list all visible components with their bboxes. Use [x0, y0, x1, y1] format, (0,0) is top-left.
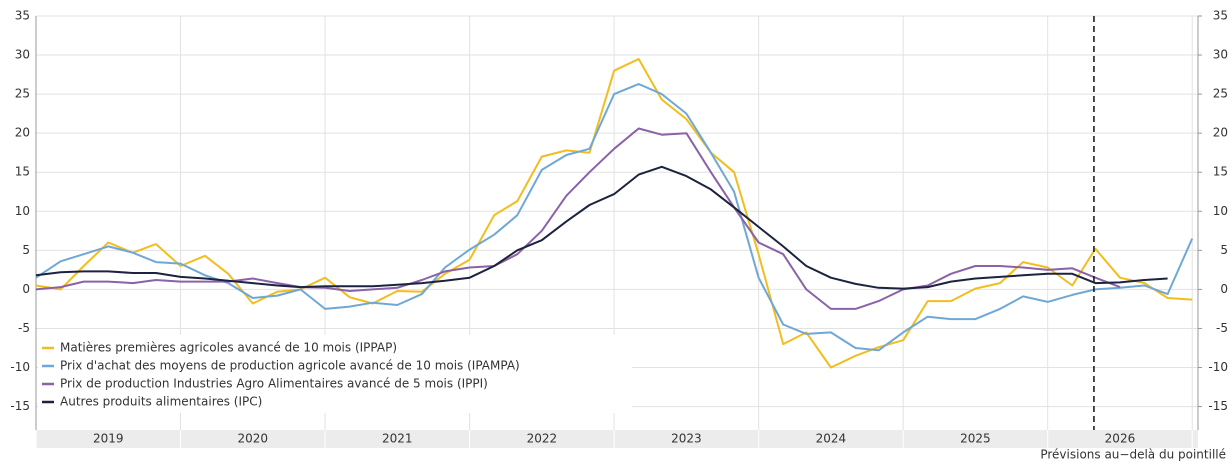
x-axis-band	[36, 430, 1198, 448]
y-tick-label: -15	[10, 399, 30, 413]
series-line	[35, 127, 1121, 310]
y2-tick-label: -15	[1208, 399, 1228, 413]
legend: Matières premières agricoles avancé de 1…	[38, 335, 632, 413]
y-tick-label: -10	[10, 360, 30, 374]
x-tick-label: 2024	[816, 432, 847, 446]
legend-label: Autres produits alimentaires (IPC)	[60, 395, 262, 409]
forecast-note: Prévisions au−delà du pointillé	[1040, 448, 1226, 462]
series-line	[35, 58, 1193, 369]
x-tick-label: 2022	[527, 432, 558, 446]
y2-tick-label: 5	[1220, 243, 1228, 257]
y2-tick-label: 10	[1213, 204, 1228, 218]
x-tick-label: 2026	[1105, 432, 1136, 446]
x-tick-label: 2023	[671, 432, 702, 446]
y2-tick-label: -10	[1208, 360, 1228, 374]
legend-box	[38, 335, 632, 413]
y2-tick-label: 20	[1213, 126, 1228, 140]
y-tick-label: 30	[15, 48, 30, 62]
x-tick-label: 2020	[238, 432, 269, 446]
x-tick-label: 2025	[960, 432, 991, 446]
series-line	[35, 165, 1168, 290]
y-tick-label: -5	[18, 321, 30, 335]
y2-tick-label: 15	[1213, 165, 1228, 179]
series-line	[35, 83, 1194, 352]
y2-tick-label: 35	[1213, 9, 1228, 23]
y2-tick-label: 25	[1213, 87, 1228, 101]
legend-label: Prix d'achat des moyens de production ag…	[60, 359, 520, 373]
y-tick-label: 20	[15, 126, 30, 140]
y2-tick-label: 0	[1220, 282, 1228, 296]
y-tick-label: 25	[15, 87, 30, 101]
y2-tick-label: 30	[1213, 48, 1228, 62]
y-tick-label: 5	[22, 243, 30, 257]
legend-label: Prix de production Industries Agro Alime…	[60, 377, 488, 391]
y-tick-label: 10	[15, 204, 30, 218]
y-tick-label: 35	[15, 9, 30, 23]
y-tick-label: 0	[22, 282, 30, 296]
x-tick-label: 2021	[382, 432, 413, 446]
y2-tick-label: -5	[1216, 321, 1228, 335]
y-tick-label: 15	[15, 165, 30, 179]
x-tick-label: 2019	[93, 432, 124, 446]
legend-label: Matières premières agricoles avancé de 1…	[60, 341, 397, 355]
